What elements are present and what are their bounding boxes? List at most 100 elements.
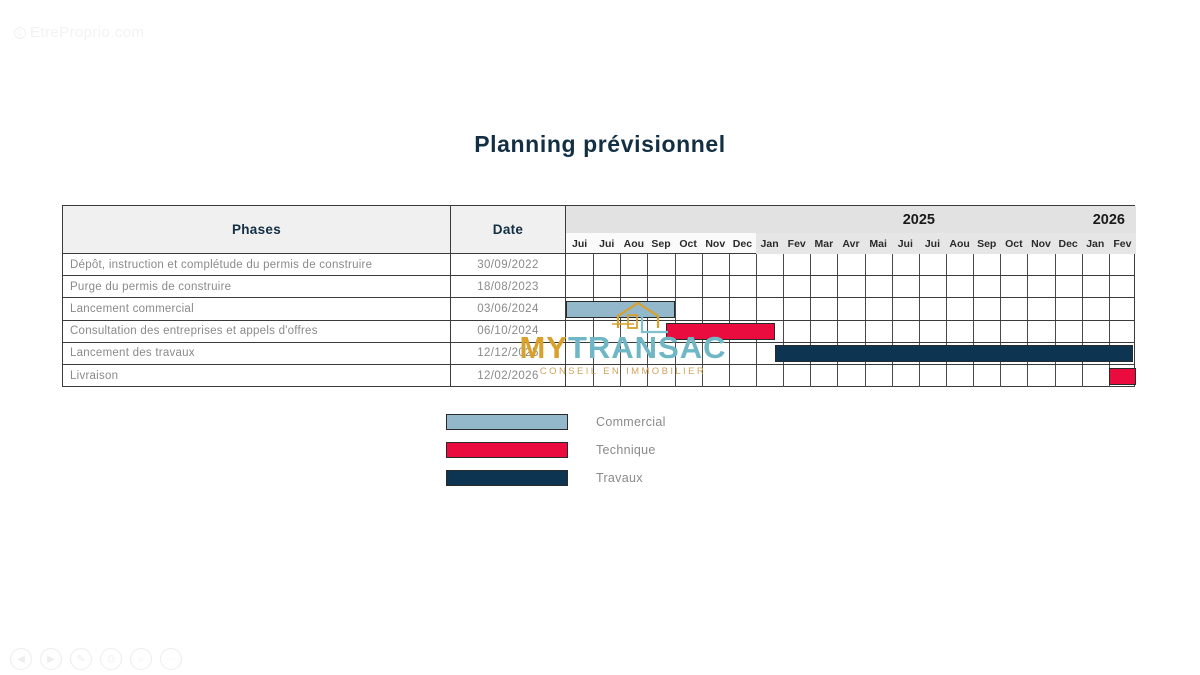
phase-name: Livraison xyxy=(63,365,451,388)
legend-swatch xyxy=(446,414,568,430)
phase-name: Lancement commercial xyxy=(63,298,451,320)
grid-line xyxy=(1027,298,1029,320)
gantt-bar xyxy=(775,345,1134,363)
grid-line xyxy=(783,276,785,298)
grid-line xyxy=(918,320,920,342)
grid-line xyxy=(973,254,975,276)
grid-line xyxy=(946,320,947,342)
grid-line xyxy=(810,365,812,388)
grid-line xyxy=(810,254,812,276)
table-row: Consultation des entreprises et appels d… xyxy=(63,320,1134,343)
grid-line xyxy=(891,320,893,342)
month-label: Jui xyxy=(599,237,615,250)
legend-item: Technique xyxy=(446,436,666,464)
grid-line xyxy=(620,365,622,388)
grid-line xyxy=(1081,365,1083,388)
grid-line xyxy=(593,276,595,298)
grid-line xyxy=(756,254,757,276)
grid-line xyxy=(674,342,676,364)
grid-line xyxy=(973,320,975,342)
table-row: Purge du permis de construire 18/08/2023 xyxy=(63,276,1134,299)
search-icon[interactable]: ⌕ xyxy=(130,648,152,670)
grid-line xyxy=(810,320,812,342)
grid-line xyxy=(783,254,785,276)
grid-line xyxy=(1108,276,1110,298)
grid-line xyxy=(864,298,866,320)
grid-line xyxy=(593,254,595,276)
grid-line xyxy=(756,298,757,320)
grid-line xyxy=(756,342,757,364)
month-label: Mar xyxy=(810,233,838,254)
month-label: Jan xyxy=(1081,233,1109,254)
grid-line xyxy=(593,365,595,388)
phase-date: 12/12/2025 xyxy=(451,342,566,364)
timeline-cells xyxy=(566,342,1134,364)
grid-line xyxy=(837,320,839,342)
legend-item: Travaux xyxy=(446,464,666,492)
phase-name: Dépôt, instruction et complétude du perm… xyxy=(63,254,451,276)
timeline-cells xyxy=(566,365,1136,388)
phase-date: 18/08/2023 xyxy=(451,276,566,298)
grid-line xyxy=(593,342,595,364)
month-label: Mai xyxy=(864,233,892,254)
month-label: Jui xyxy=(918,233,946,254)
grid-line xyxy=(701,342,703,364)
viewer-toolbar[interactable]: ◀ ▶ ✎ ⎙ ⌕ ⋯ xyxy=(10,648,182,670)
print-icon[interactable]: ⎙ xyxy=(100,648,122,670)
legend-item: Commercial xyxy=(446,408,666,436)
previous-icon[interactable]: ◀ xyxy=(10,648,32,670)
grid-line xyxy=(973,298,975,320)
grid-line xyxy=(620,342,622,364)
page-title: Planning prévisionnel xyxy=(474,131,726,157)
timeline-cells xyxy=(566,254,1134,276)
column-header-phases: Phases xyxy=(63,206,451,254)
grid-line xyxy=(647,365,649,388)
grid-line xyxy=(918,298,920,320)
grid-line xyxy=(1000,276,1002,298)
grid-line xyxy=(1054,320,1056,342)
grid-line xyxy=(783,365,785,388)
grid-line xyxy=(1000,320,1002,342)
play-icon[interactable]: ▶ xyxy=(40,648,62,670)
timeline-cells xyxy=(566,298,1134,320)
table-row: Dépôt, instruction et complétude du perm… xyxy=(63,254,1134,277)
phase-date: 30/09/2022 xyxy=(451,254,566,276)
grid-line xyxy=(674,276,676,298)
edit-pencil-icon[interactable]: ✎ xyxy=(70,648,92,670)
gantt-body: Dépôt, instruction et complétude du perm… xyxy=(63,254,1136,388)
grid-line xyxy=(1054,298,1056,320)
month-label: Sep xyxy=(651,237,671,250)
grid-line xyxy=(1108,298,1110,320)
table-row: Lancement commercial 03/06/2024 xyxy=(63,298,1134,321)
month-label: Oct xyxy=(679,237,697,250)
grid-line xyxy=(918,254,920,276)
month-label: Fev xyxy=(1108,233,1136,254)
grid-line xyxy=(837,254,839,276)
more-options-icon[interactable]: ⋯ xyxy=(160,648,182,670)
grid-line xyxy=(674,365,676,388)
grid-line xyxy=(647,276,649,298)
grid-line xyxy=(891,365,893,388)
grid-line xyxy=(1054,276,1056,298)
table-row: Lancement des travaux 12/12/2025 xyxy=(63,342,1134,365)
grid-line xyxy=(891,298,893,320)
year-label-2026: 2026 xyxy=(1081,206,1136,233)
grid-line xyxy=(701,254,703,276)
grid-line xyxy=(918,365,920,388)
grid-line xyxy=(864,276,866,298)
month-label: Dec xyxy=(1054,233,1082,254)
year-header-row: 2025 2026 xyxy=(566,206,1136,233)
month-label: Jui xyxy=(891,233,919,254)
month-label: Oct xyxy=(1000,233,1028,254)
month-header-row: Jui Jui Aou Sep Oct Nov Dec Jan Fev Mar Avr Mai Jui J… xyxy=(566,233,1136,254)
grid-line xyxy=(593,320,595,342)
grid-line xyxy=(647,254,649,276)
site-watermark-label: EtreProprio.com xyxy=(30,24,145,41)
grid-line xyxy=(1027,276,1029,298)
grid-line xyxy=(918,276,920,298)
month-label: Sep xyxy=(973,233,1001,254)
grid-line xyxy=(1000,254,1002,276)
grid-line xyxy=(728,342,730,364)
phase-date: 06/10/2024 xyxy=(451,320,566,342)
grid-line xyxy=(783,298,785,320)
